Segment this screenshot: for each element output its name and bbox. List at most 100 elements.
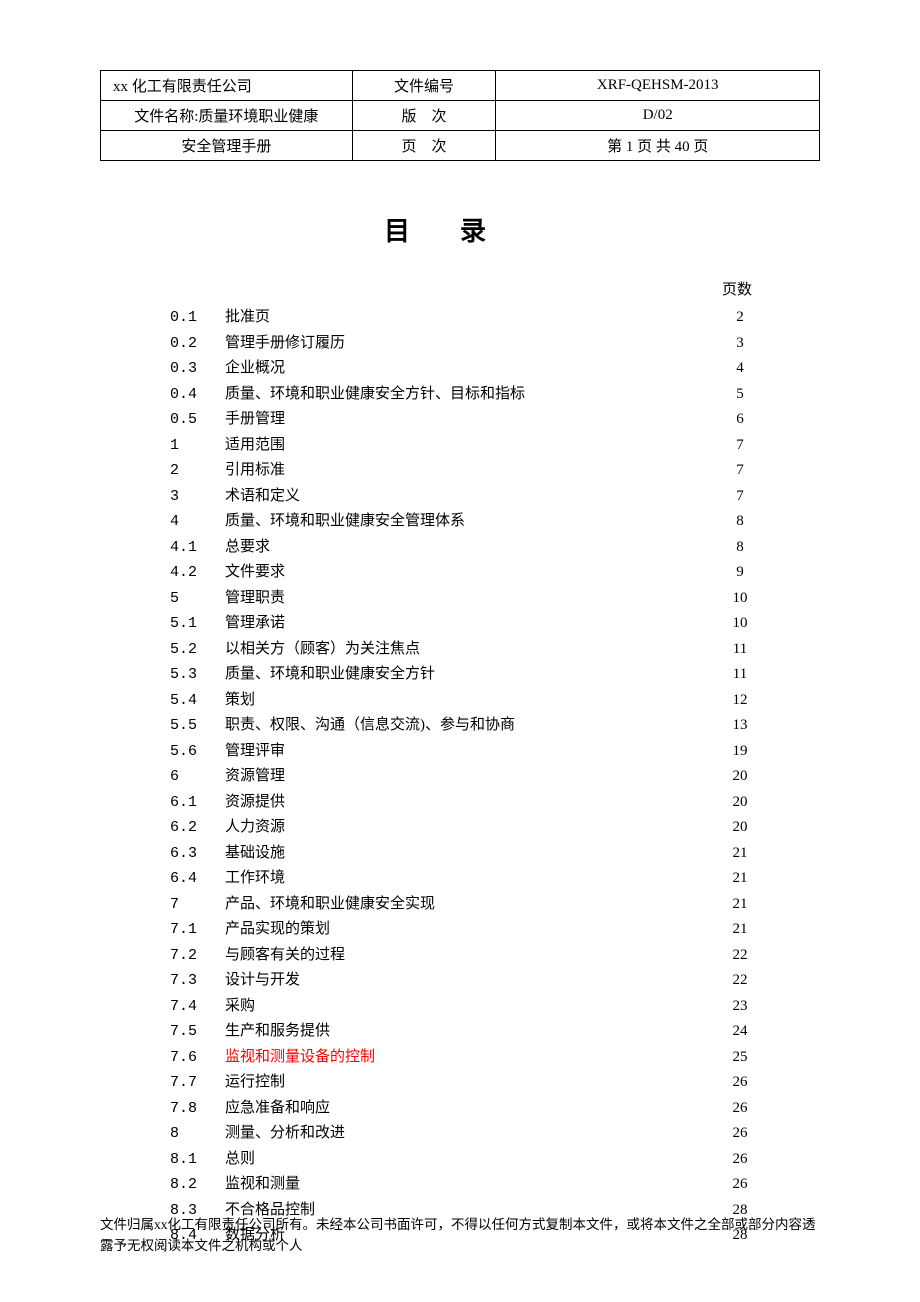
toc-row: 5管理职责10 [170,586,760,612]
toc-row: 8测量、分析和改进26 [170,1121,760,1147]
toc-label: 资源管理 [225,764,720,790]
toc-label: 产品实现的策划 [225,917,720,943]
toc-num: 1 [170,433,225,459]
toc-page: 7 [720,433,760,459]
toc-num: 4 [170,509,225,535]
toc-row: 7产品、环境和职业健康安全实现21 [170,892,760,918]
toc-label: 总则 [225,1147,720,1173]
toc-num: 5 [170,586,225,612]
toc-row: 3术语和定义7 [170,484,760,510]
version-label: 版 次 [352,101,496,131]
toc-num: 7.6 [170,1045,225,1071]
toc-label: 生产和服务提供 [225,1019,720,1045]
toc-page: 21 [720,866,760,892]
toc-num: 6.4 [170,866,225,892]
toc-num: 7.2 [170,943,225,969]
toc-row: 7.5生产和服务提供24 [170,1019,760,1045]
toc-label: 文件要求 [225,560,720,586]
toc-label: 术语和定义 [225,484,720,510]
toc-row: 6.3基础设施21 [170,841,760,867]
toc-body: 0.1批准页20.2管理手册修订履历30.3企业概况40.4质量、环境和职业健康… [170,305,760,1249]
toc-page: 10 [720,586,760,612]
toc-row: 5.6管理评审19 [170,739,760,765]
toc-page: 8 [720,535,760,561]
toc-label: 策划 [225,688,720,714]
toc-row: 8.1总则26 [170,1147,760,1173]
toc-page: 2 [720,305,760,331]
toc-num: 7 [170,892,225,918]
toc-label: 人力资源 [225,815,720,841]
toc-page: 21 [720,917,760,943]
toc-page: 22 [720,943,760,969]
toc-num: 0.3 [170,356,225,382]
toc-num: 7.5 [170,1019,225,1045]
toc-num: 7.4 [170,994,225,1020]
toc-page: 19 [720,739,760,765]
toc-num: 8 [170,1121,225,1147]
toc-row: 0.5手册管理6 [170,407,760,433]
toc-label: 运行控制 [225,1070,720,1096]
toc-label: 引用标准 [225,458,720,484]
toc-label: 测量、分析和改进 [225,1121,720,1147]
toc-num: 0.4 [170,382,225,408]
toc-row: 7.3设计与开发22 [170,968,760,994]
toc-page: 10 [720,611,760,637]
toc-page: 4 [720,356,760,382]
document-header-table: xx 化工有限责任公司 文件编号 XRF-QEHSM-2013 文件名称:质量环… [100,70,820,161]
toc-label: 质量、环境和职业健康安全方针 [225,662,720,688]
toc-page: 6 [720,407,760,433]
toc-row: 4.1总要求8 [170,535,760,561]
toc-row: 7.6监视和测量设备的控制25 [170,1045,760,1071]
toc-row: 7.4采购23 [170,994,760,1020]
toc-page: 26 [720,1121,760,1147]
toc-row: 7.1产品实现的策划21 [170,917,760,943]
toc-label: 手册管理 [225,407,720,433]
document-footer: 文件归属xx化工有限责任公司所有。未经本公司书面许可，不得以任何方式复制本文件，… [100,1214,820,1257]
toc-label: 管理承诺 [225,611,720,637]
toc-label: 采购 [225,994,720,1020]
toc-num: 8.2 [170,1172,225,1198]
toc-row: 6资源管理20 [170,764,760,790]
toc-num: 0.5 [170,407,225,433]
version-value: D/02 [496,101,820,131]
toc-row: 0.2管理手册修订履历3 [170,331,760,357]
toc-label: 应急准备和响应 [225,1096,720,1122]
toc-row: 7.7运行控制26 [170,1070,760,1096]
toc-page: 25 [720,1045,760,1071]
toc-label: 基础设施 [225,841,720,867]
toc-page: 21 [720,892,760,918]
toc-page: 11 [720,637,760,663]
toc-num: 5.6 [170,739,225,765]
toc-row: 6.4工作环境21 [170,866,760,892]
toc-row: 0.1批准页2 [170,305,760,331]
toc-label: 质量、环境和职业健康安全方针、目标和指标 [225,382,720,408]
toc-row: 6.1资源提供20 [170,790,760,816]
toc-label: 监视和测量 [225,1172,720,1198]
toc-row: 5.1管理承诺10 [170,611,760,637]
toc-page: 26 [720,1147,760,1173]
toc-page: 26 [720,1172,760,1198]
toc-num: 7.7 [170,1070,225,1096]
toc-page: 13 [720,713,760,739]
toc-num: 7.1 [170,917,225,943]
toc-page: 7 [720,484,760,510]
toc-page: 22 [720,968,760,994]
toc-page: 9 [720,560,760,586]
page-info: 第 1 页 共 40 页 [496,131,820,161]
toc-row: 5.5职责、权限、沟通（信息交流)、参与和协商13 [170,713,760,739]
toc-page-header: 页数 [170,278,760,299]
toc-num: 5.4 [170,688,225,714]
toc-page: 11 [720,662,760,688]
toc-num: 6 [170,764,225,790]
toc-row: 8.2监视和测量26 [170,1172,760,1198]
toc-page: 3 [720,331,760,357]
toc-num: 4.1 [170,535,225,561]
toc-num: 2 [170,458,225,484]
toc-label: 管理评审 [225,739,720,765]
toc-row: 1适用范围7 [170,433,760,459]
toc-container: 页数 0.1批准页20.2管理手册修订履历30.3企业概况40.4质量、环境和职… [100,278,820,1249]
doc-name-line1: 文件名称:质量环境职业健康 [101,101,353,131]
document-title: 目录 [384,217,536,246]
toc-page: 20 [720,764,760,790]
toc-num: 6.3 [170,841,225,867]
